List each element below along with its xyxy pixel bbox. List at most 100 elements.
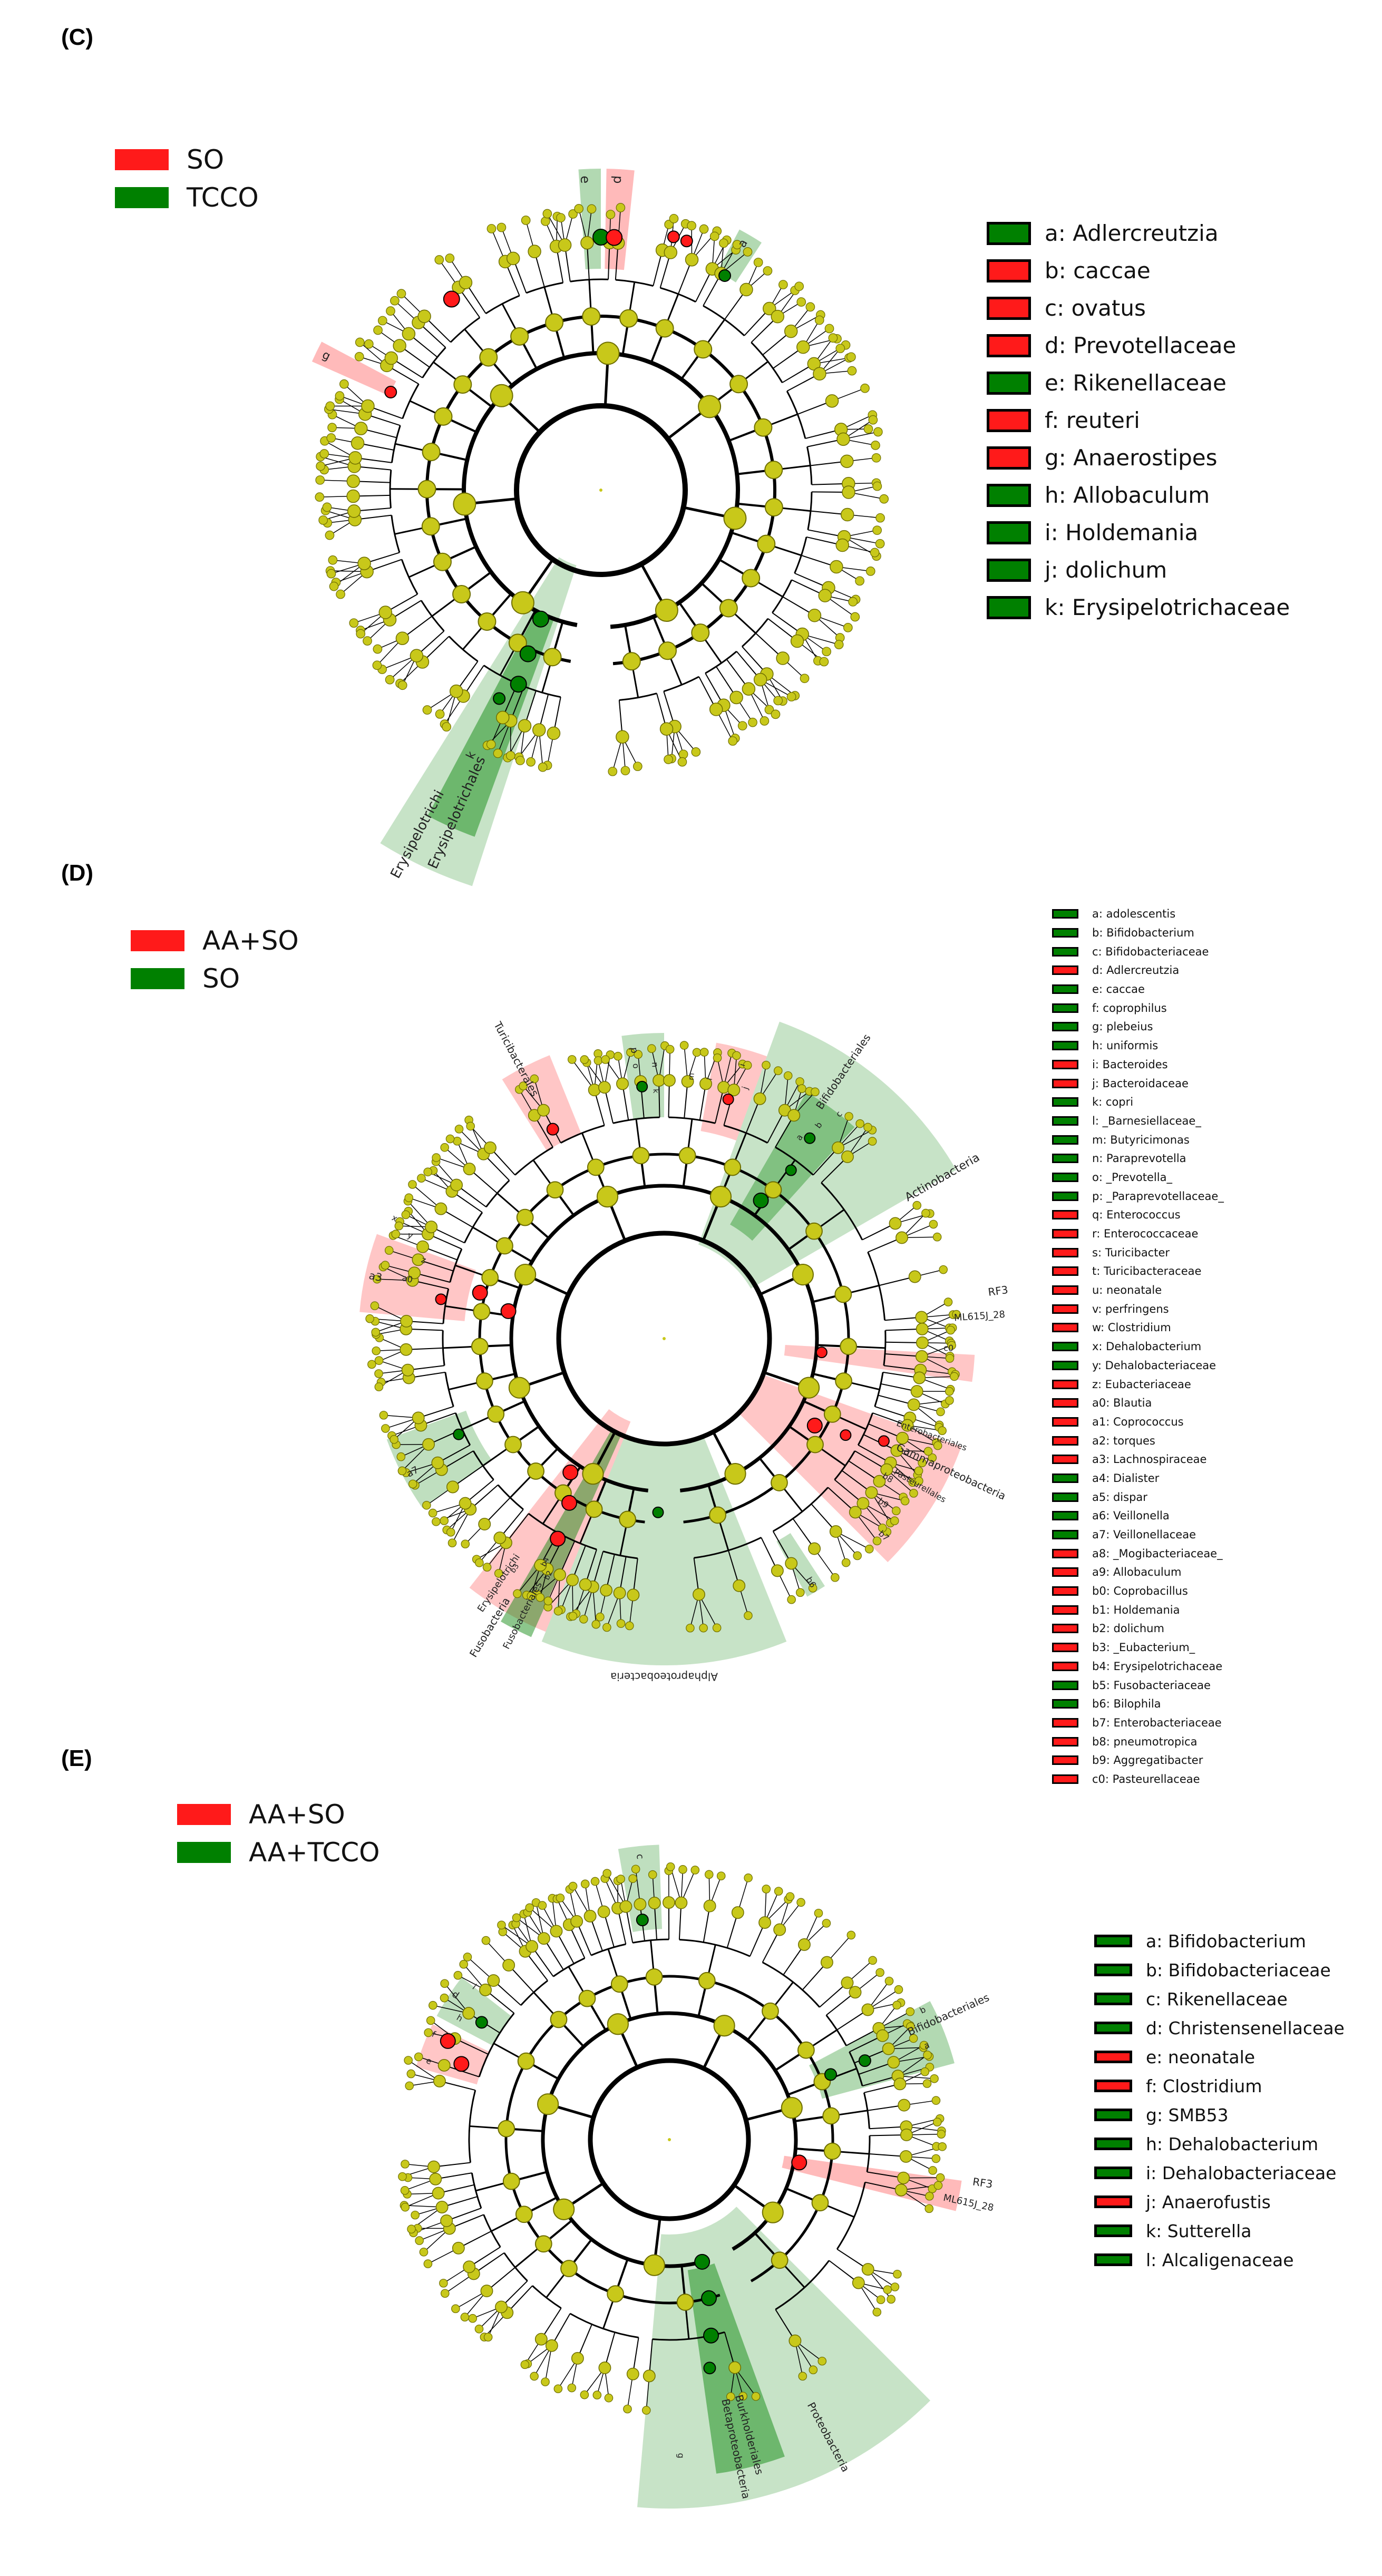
leaf-node (415, 2236, 424, 2245)
taxon-node (378, 606, 393, 619)
taxon-node (434, 1202, 447, 1215)
key-legend-label: a2: torques (1092, 1434, 1155, 1447)
taxon-node (882, 2042, 895, 2055)
key-swatch (987, 446, 1031, 470)
leaf-node (632, 762, 643, 772)
key-legend-label: i: Holdemania (1045, 520, 1199, 546)
key-legend-row: c: Bifidobacteriaceae (1052, 945, 1224, 958)
taxon-node (762, 2201, 784, 2223)
leaf-node (687, 221, 696, 231)
leaf-node (906, 2022, 915, 2031)
leaf-node (474, 2325, 484, 2334)
taxon-node (622, 652, 641, 671)
leaf-node (401, 2160, 410, 2169)
leaf-node (339, 379, 349, 389)
taxon-node (829, 1525, 842, 1538)
clade-label: b2 (543, 1569, 554, 1582)
leaf-node (634, 1050, 643, 1059)
taxon-node (487, 1974, 500, 1987)
key-legend-row: b7: Enterobacteriaceae (1052, 1716, 1224, 1730)
taxon-node (901, 1419, 914, 1432)
leaf-node (760, 716, 770, 726)
leaf-node (587, 204, 597, 214)
key-legend-row: a6: Veillonella (1052, 1509, 1224, 1523)
taxon-node (849, 1506, 862, 1519)
leaf-node (325, 530, 335, 540)
key-legend-row: b8: pneumotropica (1052, 1735, 1224, 1748)
key-legend-label: d: Adlercreutzia (1092, 964, 1180, 977)
leaf-node (753, 258, 763, 267)
leaf-node (846, 1930, 856, 1940)
leaf-node (912, 1201, 921, 1210)
key-legend-label: l: _Barnesiellaceae_ (1092, 1114, 1201, 1127)
leaf-node (883, 2285, 892, 2294)
key-swatch (1094, 2022, 1132, 2035)
taxon-node (422, 1438, 435, 1451)
leaf-node (936, 1407, 945, 1417)
taxon-node (496, 1237, 513, 1255)
leaf-node (447, 1538, 457, 1548)
leaf-node (641, 2406, 651, 2415)
leaf-node (843, 623, 853, 632)
clade-label: ML615J_28 (953, 1309, 1005, 1324)
leaf-node (704, 1870, 714, 1879)
leaf-node (628, 1874, 637, 1883)
key-swatch (1052, 1755, 1078, 1765)
taxon-node (784, 324, 798, 338)
taxon-node (583, 1909, 597, 1923)
taxon-node (487, 1406, 505, 1423)
leaf-node (890, 1516, 899, 1525)
key-legend-label: a5: dispar (1092, 1490, 1147, 1504)
leaf-node (872, 481, 882, 491)
key-legend-row: h: Dehalobacterium (1094, 2134, 1345, 2154)
leaf-node (567, 1055, 577, 1064)
taxon-node (429, 2172, 442, 2185)
taxon-node (437, 2058, 451, 2072)
taxon-node (481, 1269, 499, 1286)
key-legend-label: a8: _Mogibacteriaceae_ (1092, 1547, 1223, 1560)
leaf-node (596, 1612, 605, 1622)
leaf-node (481, 1936, 491, 1945)
root-node (599, 489, 602, 492)
taxon-node (823, 2142, 841, 2160)
biomarker-node (440, 2033, 456, 2049)
leaf-node (592, 2390, 602, 2399)
key-legend-row: a1: Coprococcus (1052, 1416, 1224, 1429)
key-legend-row: a5: dispar (1052, 1490, 1224, 1504)
taxon-node (598, 1081, 611, 1094)
panel-c-group-legend: SO TCCO (115, 147, 259, 222)
leaf-node (933, 2181, 943, 2190)
taxon-node (645, 1968, 663, 1986)
key-swatch (1052, 1643, 1078, 1653)
leaf-node (914, 1466, 923, 1476)
leaf-node (429, 2001, 437, 2010)
taxon-node (566, 1574, 579, 1587)
taxon-node (835, 1372, 852, 1390)
leaf-node (623, 2404, 632, 2414)
key-legend-label: a: adolescentis (1092, 908, 1176, 921)
taxon-node (773, 1923, 786, 1936)
leaf-node (424, 2028, 433, 2037)
leaf-node (315, 492, 325, 502)
leaf-node (463, 1953, 472, 1962)
leaf-node (945, 1396, 954, 1405)
taxon-node (842, 485, 855, 499)
branch-arc (509, 1184, 819, 1492)
key-swatch (1052, 1078, 1078, 1088)
leaf-node (446, 1528, 455, 1537)
taxon-node (537, 1932, 550, 1945)
key-legend-row: i: Bacteroides (1052, 1058, 1224, 1071)
branch-ring (514, 403, 688, 577)
taxon-node (771, 1564, 784, 1577)
leaf-node (743, 1061, 752, 1070)
leaf-node (616, 1875, 625, 1884)
leaf-node (530, 1074, 539, 1084)
leaf-node (918, 1458, 927, 1468)
leaf-node (794, 281, 804, 291)
taxon-node (896, 1231, 908, 1244)
group-legend-row: AA+SO (131, 928, 299, 954)
leaf-node (374, 1369, 383, 1378)
taxon-node (476, 1372, 493, 1390)
taxon-node (757, 534, 776, 553)
group-legend-label: SO (187, 144, 225, 175)
